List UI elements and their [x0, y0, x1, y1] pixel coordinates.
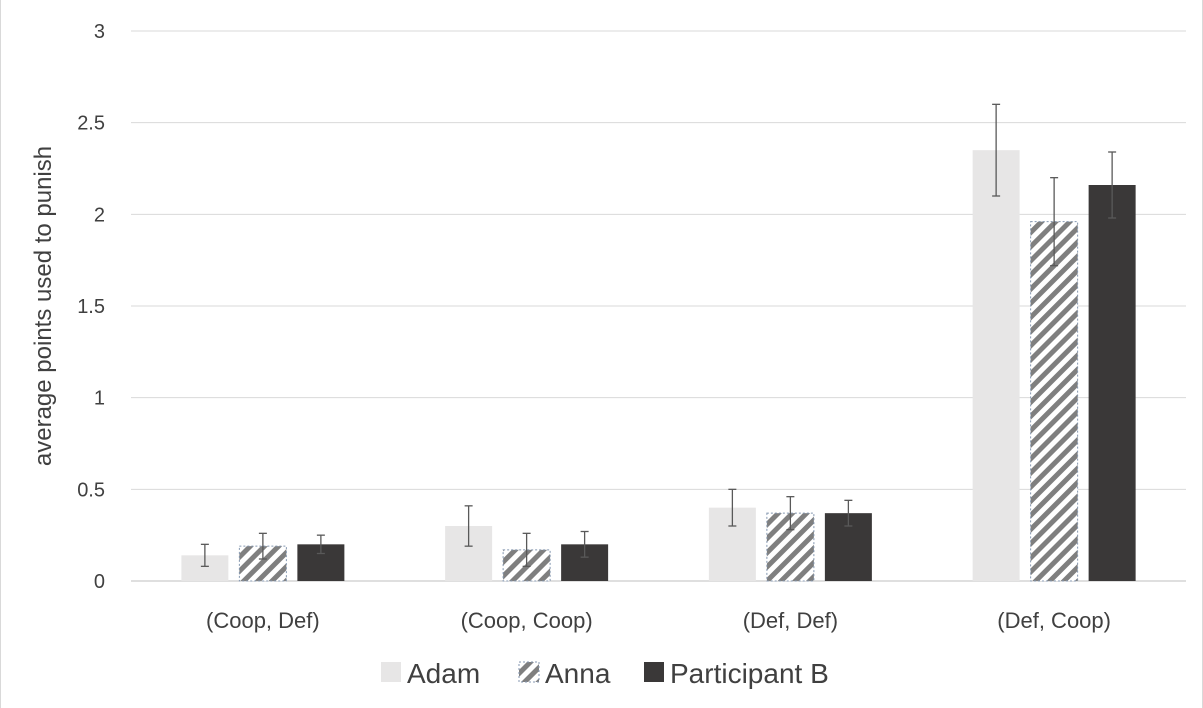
y-tick-label: 0.5 — [77, 479, 105, 501]
x-category-label: (Def, Coop) — [997, 608, 1111, 633]
y-tick-label: 3 — [94, 21, 105, 43]
y-axis-ticks: 0 0.5 1 1.5 2 2.5 3 — [77, 21, 105, 593]
x-category-label: (Coop, Coop) — [461, 608, 593, 633]
y-axis-title: average points used to punish — [30, 146, 57, 466]
x-category-label: (Coop, Def) — [206, 608, 320, 633]
legend-label: Adam — [407, 658, 480, 689]
gridlines — [131, 30, 1186, 582]
y-tick-label: 1 — [94, 388, 105, 410]
legend-swatch — [518, 661, 540, 683]
legend-swatch — [381, 662, 401, 682]
y-tick-label: 0 — [94, 571, 105, 593]
bar-participant-b — [1088, 185, 1136, 581]
legend-label: Anna — [545, 658, 611, 689]
y-tick-label: 1.5 — [77, 296, 105, 318]
x-axis-categories: (Coop, Def) (Coop, Coop) (Def, Def) (Def, C… — [206, 608, 1111, 633]
legend-swatch — [644, 662, 664, 682]
legend: Adam Anna Participant B — [381, 658, 829, 689]
legend-label: Participant B — [670, 658, 829, 689]
bar-anna — [1030, 221, 1079, 582]
x-category-label: (Def, Def) — [743, 608, 838, 633]
y-tick-label: 2.5 — [77, 113, 105, 135]
error-bars — [200, 103, 1117, 567]
y-tick-label: 2 — [94, 204, 105, 226]
bar-adam — [972, 150, 1020, 581]
